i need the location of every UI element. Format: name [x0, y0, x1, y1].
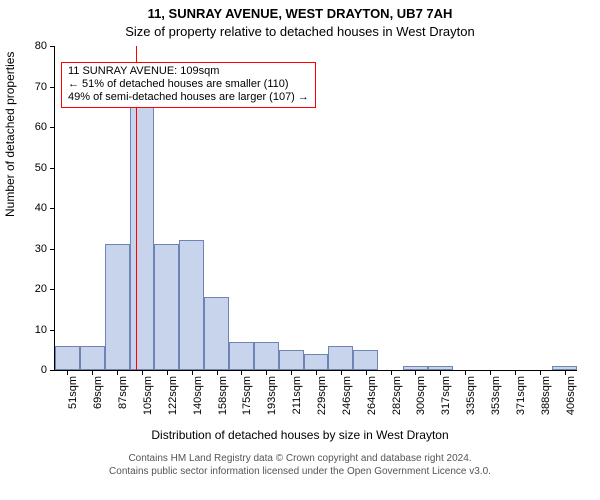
footer-line2: Contains public sector information licen…	[0, 465, 600, 478]
x-tick	[341, 370, 342, 375]
x-tick-label: 87sqm	[117, 376, 129, 409]
x-tick-label: 175sqm	[241, 376, 253, 415]
footer-line1: Contains HM Land Registry data © Crown c…	[0, 452, 600, 465]
histogram-bar	[229, 342, 254, 370]
x-tick-label: 388sqm	[540, 376, 552, 415]
histogram-bar	[55, 346, 80, 370]
y-tick-label: 0	[41, 364, 47, 376]
x-tick	[217, 370, 218, 375]
x-tick-label: 246sqm	[341, 376, 353, 415]
histogram-bar	[304, 354, 329, 370]
x-tick	[192, 370, 193, 375]
y-tick-label: 30	[35, 243, 47, 255]
x-tick-label: 406sqm	[565, 376, 577, 415]
x-tick-label: 371sqm	[515, 376, 527, 415]
histogram-bar	[154, 244, 179, 370]
histogram-bar	[105, 244, 130, 370]
y-tick	[50, 249, 55, 250]
x-tick	[167, 370, 168, 375]
y-tick	[50, 168, 55, 169]
y-tick	[50, 289, 55, 290]
x-tick	[565, 370, 566, 375]
y-tick-label: 60	[35, 121, 47, 133]
x-tick	[142, 370, 143, 375]
y-tick	[50, 87, 55, 88]
x-tick	[266, 370, 267, 375]
x-tick-label: 140sqm	[192, 376, 204, 415]
x-tick	[366, 370, 367, 375]
x-tick	[415, 370, 416, 375]
x-tick-label: 122sqm	[167, 376, 179, 415]
footer-attribution: Contains HM Land Registry data © Crown c…	[0, 452, 600, 478]
annotation-line2: ← 51% of detached houses are smaller (11…	[68, 78, 309, 91]
x-tick	[92, 370, 93, 375]
y-tick-label: 40	[35, 202, 47, 214]
y-tick	[50, 127, 55, 128]
x-tick-label: 335sqm	[465, 376, 477, 415]
plot-area: 0102030405060708051sqm69sqm87sqm105sqm12…	[54, 46, 577, 371]
x-tick	[540, 370, 541, 375]
x-tick-label: 193sqm	[266, 376, 278, 415]
x-tick	[316, 370, 317, 375]
x-tick	[67, 370, 68, 375]
x-tick	[241, 370, 242, 375]
x-tick	[515, 370, 516, 375]
annotation-line1: 11 SUNRAY AVENUE: 109sqm	[68, 65, 309, 78]
y-tick-label: 80	[35, 40, 47, 52]
x-tick-label: 353sqm	[490, 376, 502, 415]
histogram-bar	[204, 297, 229, 370]
histogram-bar	[130, 99, 155, 370]
annotation-box: 11 SUNRAY AVENUE: 109sqm← 51% of detache…	[61, 62, 316, 108]
x-tick-label: 264sqm	[366, 376, 378, 415]
x-tick	[391, 370, 392, 375]
y-tick-label: 50	[35, 162, 47, 174]
y-tick-label: 70	[35, 81, 47, 93]
x-tick-label: 211sqm	[291, 376, 303, 414]
annotation-line3: 49% of semi-detached houses are larger (…	[68, 91, 309, 104]
x-tick	[117, 370, 118, 375]
x-tick-label: 229sqm	[316, 376, 328, 415]
histogram-bar	[254, 342, 279, 370]
x-tick-label: 69sqm	[92, 376, 104, 409]
x-tick	[490, 370, 491, 375]
x-axis-label: Distribution of detached houses by size …	[0, 428, 600, 442]
x-tick	[291, 370, 292, 375]
y-tick	[50, 208, 55, 209]
y-tick	[50, 46, 55, 47]
chart-title-line1: 11, SUNRAY AVENUE, WEST DRAYTON, UB7 7AH	[0, 6, 600, 21]
x-tick-label: 317sqm	[440, 376, 452, 415]
x-tick-label: 105sqm	[142, 376, 154, 415]
histogram-bar	[279, 350, 304, 370]
x-tick	[440, 370, 441, 375]
histogram-bar	[80, 346, 105, 370]
chart-title-line2: Size of property relative to detached ho…	[0, 24, 600, 39]
x-tick-label: 51sqm	[67, 376, 79, 409]
y-tick-label: 10	[35, 324, 47, 336]
y-tick	[50, 370, 55, 371]
x-tick-label: 300sqm	[415, 376, 427, 415]
histogram-bar	[328, 346, 353, 370]
y-tick-label: 20	[35, 283, 47, 295]
x-tick-label: 282sqm	[391, 376, 403, 415]
y-tick	[50, 330, 55, 331]
histogram-bar	[353, 350, 378, 370]
histogram-bar	[179, 240, 204, 370]
x-tick-label: 158sqm	[217, 376, 229, 415]
x-tick	[465, 370, 466, 375]
y-axis-label: Number of detached properties	[3, 197, 17, 217]
